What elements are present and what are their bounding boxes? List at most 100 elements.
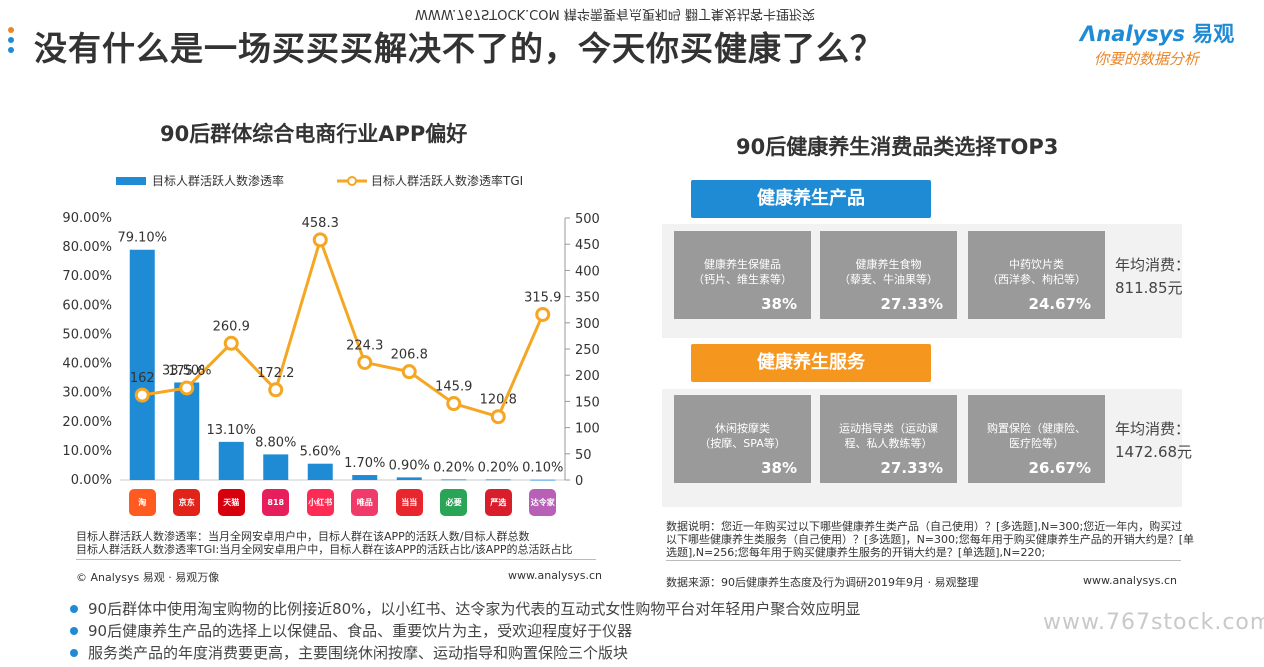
chart-note-1: 目标人群活跃人数渗透率：当月全网安卓用户中，目标人群在该APP的活跃人数/目标人… bbox=[76, 530, 530, 543]
chart-note-2: 目标人群活跃人数渗透率TGI:当月全网安卓用户中，目标人群在该APP的活跃占比/… bbox=[76, 543, 573, 556]
services-avg: 年均消费： 1472.68元 bbox=[1115, 418, 1192, 464]
tile-percent: 27.33% bbox=[880, 459, 943, 477]
site-url: www.analysys.cn bbox=[1083, 574, 1177, 587]
tile-percent: 27.33% bbox=[880, 295, 943, 313]
tile-name: 健康养生食物 bbox=[855, 258, 922, 271]
bullet-item: 90后群体中使用淘宝购物的比例接近80%，以小红书、达令家为代表的互动式女性购物… bbox=[70, 598, 860, 620]
dangdang-icon: 当当 bbox=[395, 489, 423, 516]
right-title: 90后健康养生消费品类选择TOP3 bbox=[736, 135, 1059, 159]
bar bbox=[441, 479, 467, 481]
products-avg: 年均消费： 811.85元 bbox=[1115, 254, 1190, 300]
avg-label: 年均消费： bbox=[1115, 420, 1191, 438]
legend-bar-swatch bbox=[116, 176, 146, 185]
bar bbox=[352, 475, 378, 480]
tgi-point bbox=[446, 396, 462, 412]
logo-main-text: nalysys bbox=[1096, 22, 1185, 46]
services-header-label: 健康养生服务 bbox=[757, 352, 865, 373]
site-url: www.analysys.cn bbox=[508, 569, 602, 582]
bar-value-label: 0.10% bbox=[522, 461, 563, 476]
data-note-2: 以下哪些健康养生类服务（自己使用）？[多选题]，N=300;您每年用于购买健康养… bbox=[666, 533, 1195, 546]
avg-value: 1472.68元 bbox=[1115, 443, 1193, 461]
tgi-value-label: 458.3 bbox=[302, 216, 339, 231]
bar-value-label: 79.10% bbox=[117, 231, 167, 246]
analysys-logo: Λnalysys 易观 你要的数据分析 bbox=[1080, 18, 1250, 69]
legend-line-swatch bbox=[337, 175, 367, 186]
tile-sub: （钙片、维生素等） bbox=[693, 273, 792, 286]
bar-value-label: 5.60% bbox=[300, 445, 341, 460]
tgi-point bbox=[179, 380, 195, 396]
y-left-tick-label: 70.00% bbox=[62, 269, 112, 284]
bar bbox=[263, 454, 289, 480]
tgi-value-label: 224.3 bbox=[346, 338, 383, 353]
legend-bar-label: 目标人群活跃人数渗透率 bbox=[152, 174, 285, 188]
tile-name: 休闲按摩类 bbox=[715, 422, 770, 435]
logo-cn-text: 易观 bbox=[1192, 22, 1235, 46]
bullet-item: 90后健康养生产品的选择上以保健品、食品、重要饮片为主，受欢迎程度好于仪器 bbox=[70, 620, 860, 642]
legend-line-series: 目标人群活跃人数渗透率TGI bbox=[337, 172, 523, 189]
combo-chart: 0.00% 10.00% 20.00% 30.00% 40.00% 50.00% 60.00… bbox=[62, 211, 600, 489]
page-title: 没有什么是一场买买买解决不了的，今天你买健康了么？ bbox=[34, 29, 884, 68]
mirrored-watermark-text: WWW.767STOCK.COM 精华需要有点更和吗 翻丁集发拈客卡理形突 bbox=[415, 6, 815, 21]
bar bbox=[174, 382, 200, 480]
accent-dot bbox=[8, 37, 14, 43]
tgi-line bbox=[142, 235, 545, 419]
summary-bullets: 90后群体中使用淘宝购物的比例接近80%，以小红书、达令家为代表的互动式女性购物… bbox=[70, 598, 860, 664]
tgi-value-label: 206.8 bbox=[391, 348, 428, 363]
y-right-tick-label: 0 bbox=[575, 474, 583, 489]
bar bbox=[307, 463, 333, 480]
tmall-icon: 天猫 bbox=[217, 489, 245, 516]
bar-value-label: 0.20% bbox=[433, 460, 474, 475]
tile-sub: 医疗险等） bbox=[1009, 437, 1064, 450]
yanxuan-icon: 严选 bbox=[484, 489, 512, 516]
bidou-icon: 必要 bbox=[440, 489, 468, 516]
products-header-label: 健康养生产品 bbox=[757, 188, 865, 209]
tgi-value-label: 172.2 bbox=[257, 366, 294, 381]
tgi-value-label: 175.6 bbox=[168, 364, 205, 379]
divider bbox=[666, 560, 1181, 561]
tgi-point bbox=[312, 232, 328, 248]
tgi-point bbox=[357, 354, 373, 370]
y-right-tick-label: 500 bbox=[575, 212, 600, 227]
tile-percent: 38% bbox=[761, 459, 797, 477]
data-note-3: 选题],N=256;您每年用于购买健康养生服务的开销大约是？[单选题],N=22… bbox=[666, 546, 1046, 559]
tile-sub: （按摩、SPA等） bbox=[699, 437, 786, 450]
tgi-value-label: 162 bbox=[130, 371, 155, 386]
accent-dot bbox=[8, 47, 14, 53]
data-note-1: 数据说明：您近一年购买过以下哪些健康养生类产品（自己使用）？[多选题],N=30… bbox=[666, 520, 1183, 533]
tgi-point bbox=[268, 382, 284, 398]
tgi-point bbox=[223, 335, 239, 351]
tile-name: 中药饮片类 bbox=[1009, 258, 1064, 271]
tile-sub: （藜麦、牛油果等） bbox=[839, 273, 938, 286]
tile-percent: 38% bbox=[761, 295, 797, 313]
taobao-icon: 淘 bbox=[128, 489, 156, 516]
bar bbox=[218, 441, 244, 480]
product-tile: 健康养生保健品 （钙片、维生素等） 38% bbox=[674, 231, 811, 319]
y-left-tick-label: 80.00% bbox=[62, 240, 112, 255]
tgi-value-label: 145.9 bbox=[435, 380, 472, 395]
avg-value: 811.85元 bbox=[1115, 279, 1183, 297]
copyright: © Analysys 易观 · 易观万像 bbox=[76, 571, 220, 584]
y-left-tick-label: 30.00% bbox=[62, 386, 112, 401]
bar bbox=[129, 249, 155, 480]
service-tile: 购置保险（健康险、 医疗险等） 26.67% bbox=[968, 395, 1105, 483]
y-right-tick-label: 300 bbox=[575, 317, 600, 332]
product-tile: 健康养生食物 （藜麦、牛油果等） 27.33% bbox=[820, 231, 957, 319]
jd-icon: 京东 bbox=[173, 489, 201, 516]
y-left-tick-label: 20.00% bbox=[62, 415, 112, 430]
mogujie-icon: 818 bbox=[262, 489, 290, 516]
tgi-point bbox=[401, 364, 417, 380]
bar-value-label: 0.90% bbox=[389, 458, 430, 473]
y-right-tick-label: 50 bbox=[575, 448, 592, 463]
logo-slogan: 你要的数据分析 bbox=[1094, 50, 1200, 68]
tile-sub: 程、私人教练等） bbox=[844, 437, 933, 450]
product-tile: 中药饮片类 （西洋参、枸杞等） 24.67% bbox=[968, 231, 1105, 319]
y-left-tick-label: 50.00% bbox=[62, 327, 112, 342]
service-tile: 休闲按摩类 （按摩、SPA等） 38% bbox=[674, 395, 811, 483]
y-left-tick-label: 0.00% bbox=[71, 473, 112, 488]
y-left-tick-label: 10.00% bbox=[62, 444, 112, 459]
tgi-value-label: 315.9 bbox=[524, 290, 561, 305]
tile-sub: （西洋参、枸杞等） bbox=[987, 273, 1086, 286]
title-accent-dots bbox=[8, 27, 18, 57]
data-source: 数据来源：90后健康养生态度及行为调研2019年9月 · 易观整理 bbox=[666, 576, 979, 589]
legend-bar-series: 目标人群活跃人数渗透率 bbox=[116, 172, 284, 189]
